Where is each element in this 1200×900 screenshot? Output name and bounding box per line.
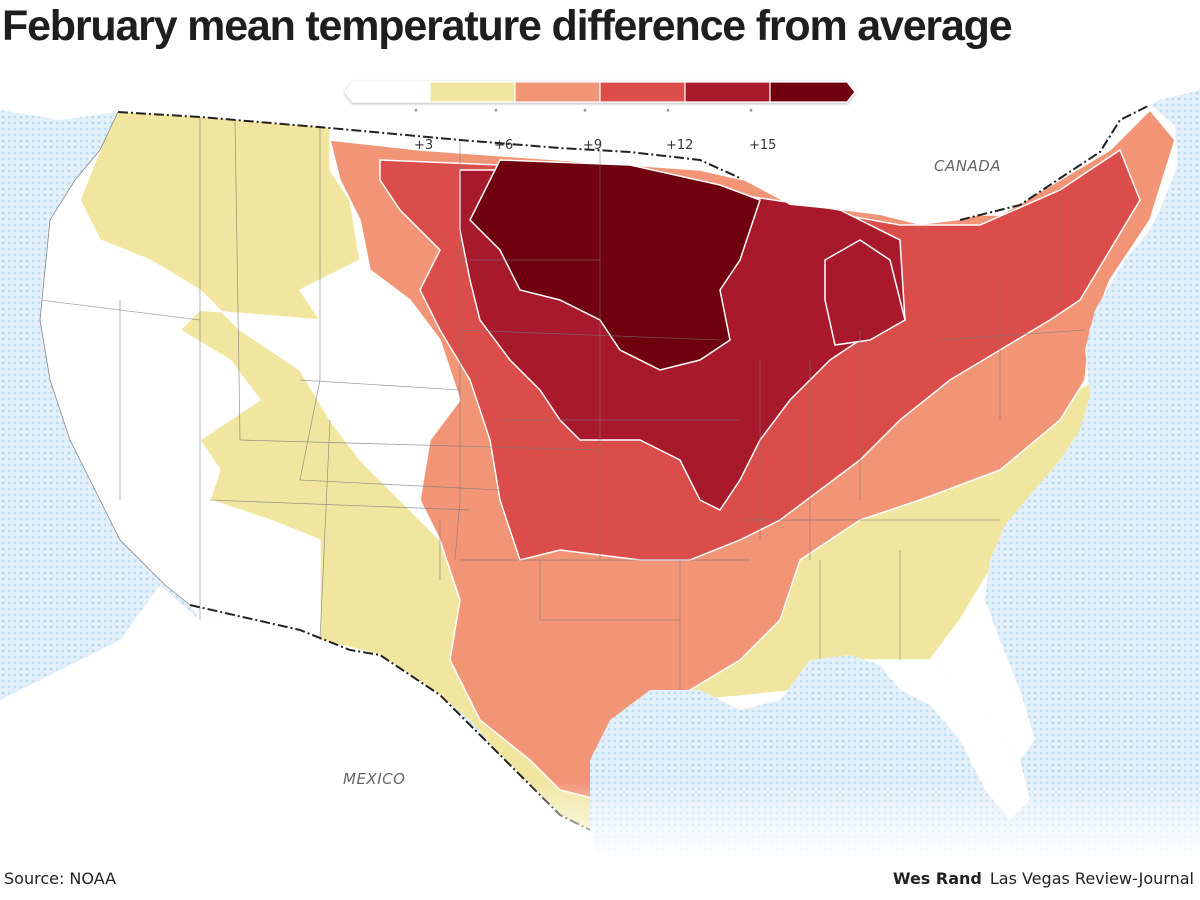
legend-swatch — [344, 81, 431, 103]
canada-land — [0, 55, 1200, 225]
author-name: Wes Rand — [892, 869, 982, 888]
us-canada-border-east — [959, 104, 1151, 221]
legend-swatch — [599, 81, 686, 103]
us-canada-border — [117, 111, 741, 179]
state-borders — [40, 110, 1086, 690]
us-mexico-border — [189, 604, 591, 831]
band-15-plus — [469, 159, 761, 371]
temperature-map — [0, 55, 1200, 860]
us-outline — [39, 111, 191, 606]
label-canada: CANADA — [934, 157, 1002, 175]
legend-label-3: +3 ° — [414, 108, 434, 153]
legend-swatch — [769, 81, 856, 103]
source-credit: Source: NOAA — [4, 869, 117, 888]
legend-swatch — [514, 81, 601, 103]
legend-label-9: +9 ° — [583, 108, 603, 153]
legend-label-12: +12 ° — [666, 108, 694, 153]
legend-swatch — [684, 81, 771, 103]
bottom-fade — [0, 780, 1200, 860]
band-12-to-15-michigan — [824, 239, 906, 346]
color-legend: +3 ° +6 ° +9 ° +12 ° +15 ° — [340, 78, 860, 153]
page-title: February mean temperature difference fro… — [2, 2, 1013, 50]
publisher-name: Las Vegas Review-Journal — [989, 869, 1194, 888]
label-mexico: MEXICO — [343, 770, 406, 788]
byline: Wes Rand Las Vegas Review-Journal — [893, 869, 1194, 888]
legend-label-6: +6 ° — [494, 108, 514, 153]
legend-label-15: +15 ° — [749, 108, 777, 153]
legend-swatch — [429, 81, 516, 103]
temperature-bands — [40, 105, 1178, 830]
legend-bar — [344, 81, 856, 103]
top-fade — [0, 55, 1200, 80]
